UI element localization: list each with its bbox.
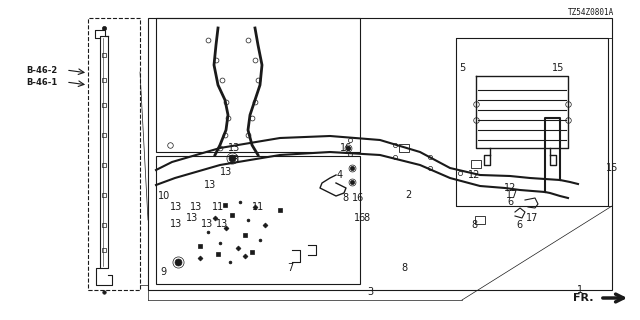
Bar bbox=[148, 18, 612, 290]
Text: 6: 6 bbox=[516, 220, 522, 230]
Text: 2: 2 bbox=[405, 190, 411, 200]
Text: 15: 15 bbox=[606, 163, 618, 173]
Text: B-46-1: B-46-1 bbox=[26, 77, 58, 86]
Text: 17: 17 bbox=[506, 190, 518, 200]
Text: 11: 11 bbox=[212, 202, 224, 212]
Text: 3: 3 bbox=[367, 287, 373, 297]
Text: 12: 12 bbox=[504, 183, 516, 193]
Text: B-46-2: B-46-2 bbox=[26, 66, 58, 75]
Text: 13: 13 bbox=[201, 219, 213, 229]
Text: 13: 13 bbox=[216, 219, 228, 229]
Text: 8: 8 bbox=[342, 193, 348, 203]
Text: 16: 16 bbox=[340, 143, 352, 153]
Text: 1: 1 bbox=[577, 285, 583, 295]
Text: 5: 5 bbox=[459, 63, 465, 73]
Text: 7: 7 bbox=[287, 263, 293, 273]
Text: 8: 8 bbox=[401, 263, 407, 273]
Bar bbox=[156, 18, 360, 152]
Text: 9: 9 bbox=[160, 267, 166, 277]
Text: 13: 13 bbox=[186, 213, 198, 223]
Text: 17: 17 bbox=[526, 213, 538, 223]
Text: 10: 10 bbox=[158, 191, 170, 201]
Text: 4: 4 bbox=[337, 170, 343, 180]
Bar bbox=[399, 144, 409, 152]
Text: 13: 13 bbox=[190, 202, 202, 212]
Bar bbox=[475, 216, 485, 224]
Text: 13: 13 bbox=[170, 219, 182, 229]
Text: 8: 8 bbox=[471, 220, 477, 230]
Text: TZ54Z0801A: TZ54Z0801A bbox=[568, 7, 614, 17]
Bar bbox=[471, 160, 481, 168]
Text: 16: 16 bbox=[354, 213, 366, 223]
Text: 11: 11 bbox=[252, 202, 264, 212]
Bar bbox=[156, 156, 360, 284]
Text: FR.: FR. bbox=[573, 293, 594, 303]
Text: 15: 15 bbox=[552, 63, 564, 73]
Text: 12: 12 bbox=[468, 170, 480, 180]
Text: 13: 13 bbox=[220, 167, 232, 177]
Text: 13: 13 bbox=[204, 180, 216, 190]
Text: 13: 13 bbox=[228, 143, 240, 153]
Text: 8: 8 bbox=[363, 213, 369, 223]
Text: 16: 16 bbox=[352, 193, 364, 203]
Bar bbox=[456, 38, 608, 206]
Text: 13: 13 bbox=[170, 202, 182, 212]
Text: 6: 6 bbox=[507, 197, 513, 207]
Text: 13: 13 bbox=[228, 155, 240, 165]
Bar bbox=[88, 18, 140, 290]
